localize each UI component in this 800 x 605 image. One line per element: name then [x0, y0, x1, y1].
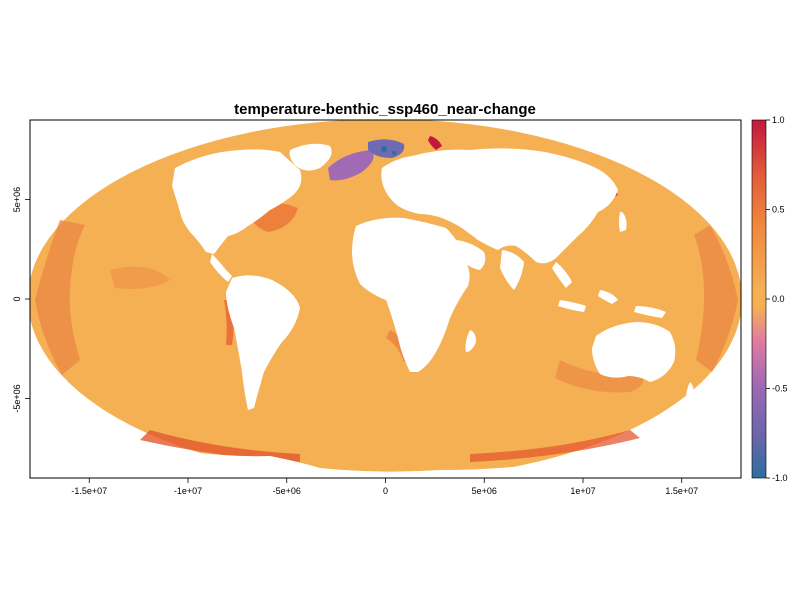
chart-title: temperature-benthic_ssp460_near-change	[234, 101, 536, 118]
y-axis: -5e+06 0 5e+06	[12, 187, 30, 413]
legend-colorbar	[751, 119, 767, 479]
warm-patch-indian-ocean	[555, 360, 644, 393]
land-greenland	[289, 143, 332, 171]
warm-band-southern-ocean-east	[470, 430, 640, 462]
land-borneo	[598, 290, 618, 304]
map-panel	[30, 120, 741, 478]
x-tick-label: -1e+07	[174, 486, 202, 496]
warm-band-southern-ocean-west	[140, 430, 300, 462]
land	[80, 143, 700, 478]
warm-patch-central-pacific	[110, 266, 170, 289]
warm-patch-west-pacific	[35, 220, 85, 375]
x-axis: -1.5e+07 -1e+07 -5e+06 0 5e+06 1e+07 1.5e+07	[71, 478, 698, 496]
legend-ticks: -1.0 -0.5 0.0 0.5 1.0	[766, 115, 788, 483]
x-tick-label: 1.5e+07	[665, 486, 698, 496]
y-tick-label: -5e+06	[12, 384, 22, 412]
land-indonesia	[558, 300, 586, 312]
coldest-spot-norwegian-sea	[381, 146, 387, 152]
legend-tick-label: 1.0	[772, 115, 785, 125]
warm-patch-east-pacific	[694, 225, 738, 372]
land-indochina	[552, 262, 572, 288]
legend-tick-label: 0.0	[772, 294, 785, 304]
legend-tick-label: -1.0	[772, 473, 788, 483]
legend-tick-label: -0.5	[772, 384, 788, 394]
cold-patch-greenland-sea	[328, 150, 374, 181]
land-antarctica	[80, 436, 700, 478]
legend-tick-label: 0.5	[772, 205, 785, 215]
y-tick-label: 0	[12, 296, 22, 301]
land-india	[500, 250, 524, 290]
hot-patch-barents	[428, 136, 442, 150]
x-tick-label: 0	[383, 486, 388, 496]
x-tick-label: -1.5e+07	[71, 486, 107, 496]
land-arabia	[456, 240, 486, 270]
y-tick-label: 5e+06	[12, 187, 22, 212]
land-eurasia	[381, 148, 618, 264]
x-tick-label: 5e+06	[472, 486, 497, 496]
land-new-guinea	[634, 306, 666, 318]
land-south-america	[226, 275, 300, 410]
land-north-america	[172, 149, 302, 254]
land-central-america	[210, 254, 232, 282]
x-tick-label: -5e+06	[273, 486, 301, 496]
x-tick-label: 1e+07	[570, 486, 595, 496]
land-madagascar	[465, 330, 476, 352]
land-new-zealand	[686, 382, 694, 398]
land-australia	[592, 322, 676, 382]
land-japan	[619, 212, 627, 232]
coldest-spot-norwegian-sea-2	[392, 151, 396, 155]
land-africa	[352, 217, 470, 372]
